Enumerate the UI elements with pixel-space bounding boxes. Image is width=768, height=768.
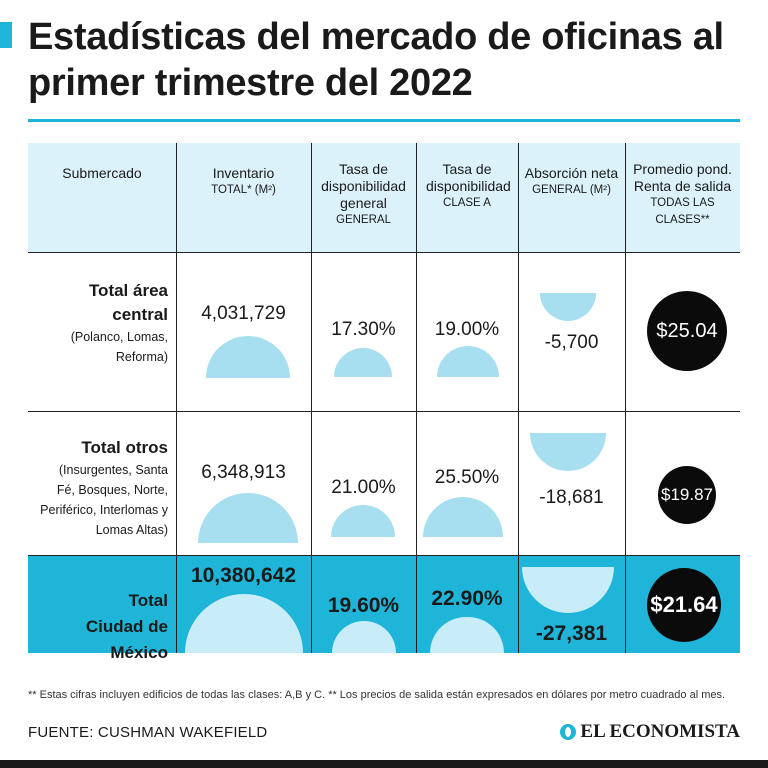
header-inventario: Inventario TOTAL* (M²) (176, 143, 311, 252)
header-tasa-general: Tasa de disponibilidad general GENERAL (311, 143, 416, 252)
header-label: Submercado (62, 165, 142, 181)
header-submercado: Submercado (28, 143, 176, 252)
header-sublabel: GENERAL (336, 214, 391, 226)
header-sublabel: GENERAL (M²) (532, 184, 611, 196)
value-renta-circle: $21.64 (647, 568, 721, 642)
column-divider (625, 143, 626, 653)
absorcion-half-circle (530, 433, 606, 471)
column-divider (176, 143, 177, 653)
value-absorcion: -5,700 (544, 332, 599, 353)
value-tasa-general: 19.60% (327, 594, 400, 617)
header-renta: Promedio pond. Renta de salida TODAS LAS… (625, 143, 740, 252)
header-absorcion: Absorción neta GENERAL (M²) (518, 143, 625, 252)
row-label-cdmx: Total Ciudad de México (28, 588, 176, 666)
row-label-otros: Total otros (Insurgentes, Santa Fé, Bosq… (28, 436, 176, 540)
row-divider (28, 555, 740, 556)
absorcion-half-circle (540, 293, 596, 321)
column-divider (416, 143, 417, 653)
value-absorcion: -18,681 (539, 487, 604, 508)
row-title: Total área central (88, 281, 168, 324)
value-tasa-clase-a: 22.90% (431, 587, 503, 610)
source-credit: FUENTE: CUSHMAN WAKEFIELD (28, 724, 268, 741)
value-absorcion: -27,381 (535, 622, 608, 645)
column-divider (311, 143, 312, 653)
value-renta-circle: $25.04 (647, 291, 727, 371)
value-inventario: 4,031,729 (201, 303, 286, 324)
tasa-general-half-circle (334, 348, 392, 377)
publisher-logo: EL ECONOMISTA (560, 721, 740, 743)
column-divider (518, 143, 519, 653)
value-tasa-general: 17.30% (331, 319, 396, 340)
header-tasa-clase-a: Tasa de disponibilidad CLASE A (416, 143, 518, 252)
footnote: ** Estas cifras incluyen edificios de to… (28, 689, 726, 701)
row-divider (28, 411, 740, 412)
row-label-area-central: Total área central (Polanco, Lomas, Refo… (28, 279, 176, 367)
header-label: Promedio pond. Renta de salida (633, 161, 732, 194)
page-title: Estadísticas del mercado de oficinas al … (28, 16, 724, 104)
header-sublabel: TODAS LAS CLASES** (650, 197, 715, 226)
row-detail: (Insurgentes, Santa Fé, Bosques, Norte, … (40, 463, 168, 537)
header-label: Absorción neta (524, 165, 619, 181)
value-tasa-general: 21.00% (331, 477, 396, 498)
row-divider (28, 252, 740, 253)
row-detail: (Polanco, Lomas, Reforma) (70, 330, 168, 364)
publisher-name: EL ECONOMISTA (580, 721, 740, 742)
header-sublabel: CLASE A (443, 197, 491, 209)
value-tasa-clase-a: 19.00% (434, 319, 500, 340)
header-sublabel: TOTAL* (M²) (211, 184, 276, 196)
bottom-rule (0, 760, 768, 768)
value-inventario: 10,380,642 (190, 564, 297, 587)
table-header-background (28, 143, 740, 252)
value-tasa-clase-a: 25.50% (434, 467, 500, 488)
row-title: Total otros (81, 438, 168, 457)
tasa-general-half-circle (331, 505, 395, 537)
row-title: Total Ciudad de México (85, 591, 168, 662)
header-label: Tasa de disponibilidad (426, 161, 511, 194)
title-divider (28, 119, 740, 122)
el-economista-logo-icon (560, 724, 577, 740)
tasa-clase-a-half-circle (423, 497, 503, 537)
value-inventario: 6,348,913 (201, 462, 286, 483)
value-renta-circle: $19.87 (658, 466, 716, 524)
inventario-half-circle (206, 336, 290, 378)
title-accent-bar (0, 22, 12, 48)
market-table: Submercado Inventario TOTAL* (M²) Tasa d… (28, 143, 740, 662)
tasa-clase-a-half-circle (437, 346, 499, 377)
header-label: Tasa de disponibilidad general (321, 161, 406, 211)
inventario-half-circle (198, 493, 298, 543)
header-label: Inventario (212, 165, 275, 181)
